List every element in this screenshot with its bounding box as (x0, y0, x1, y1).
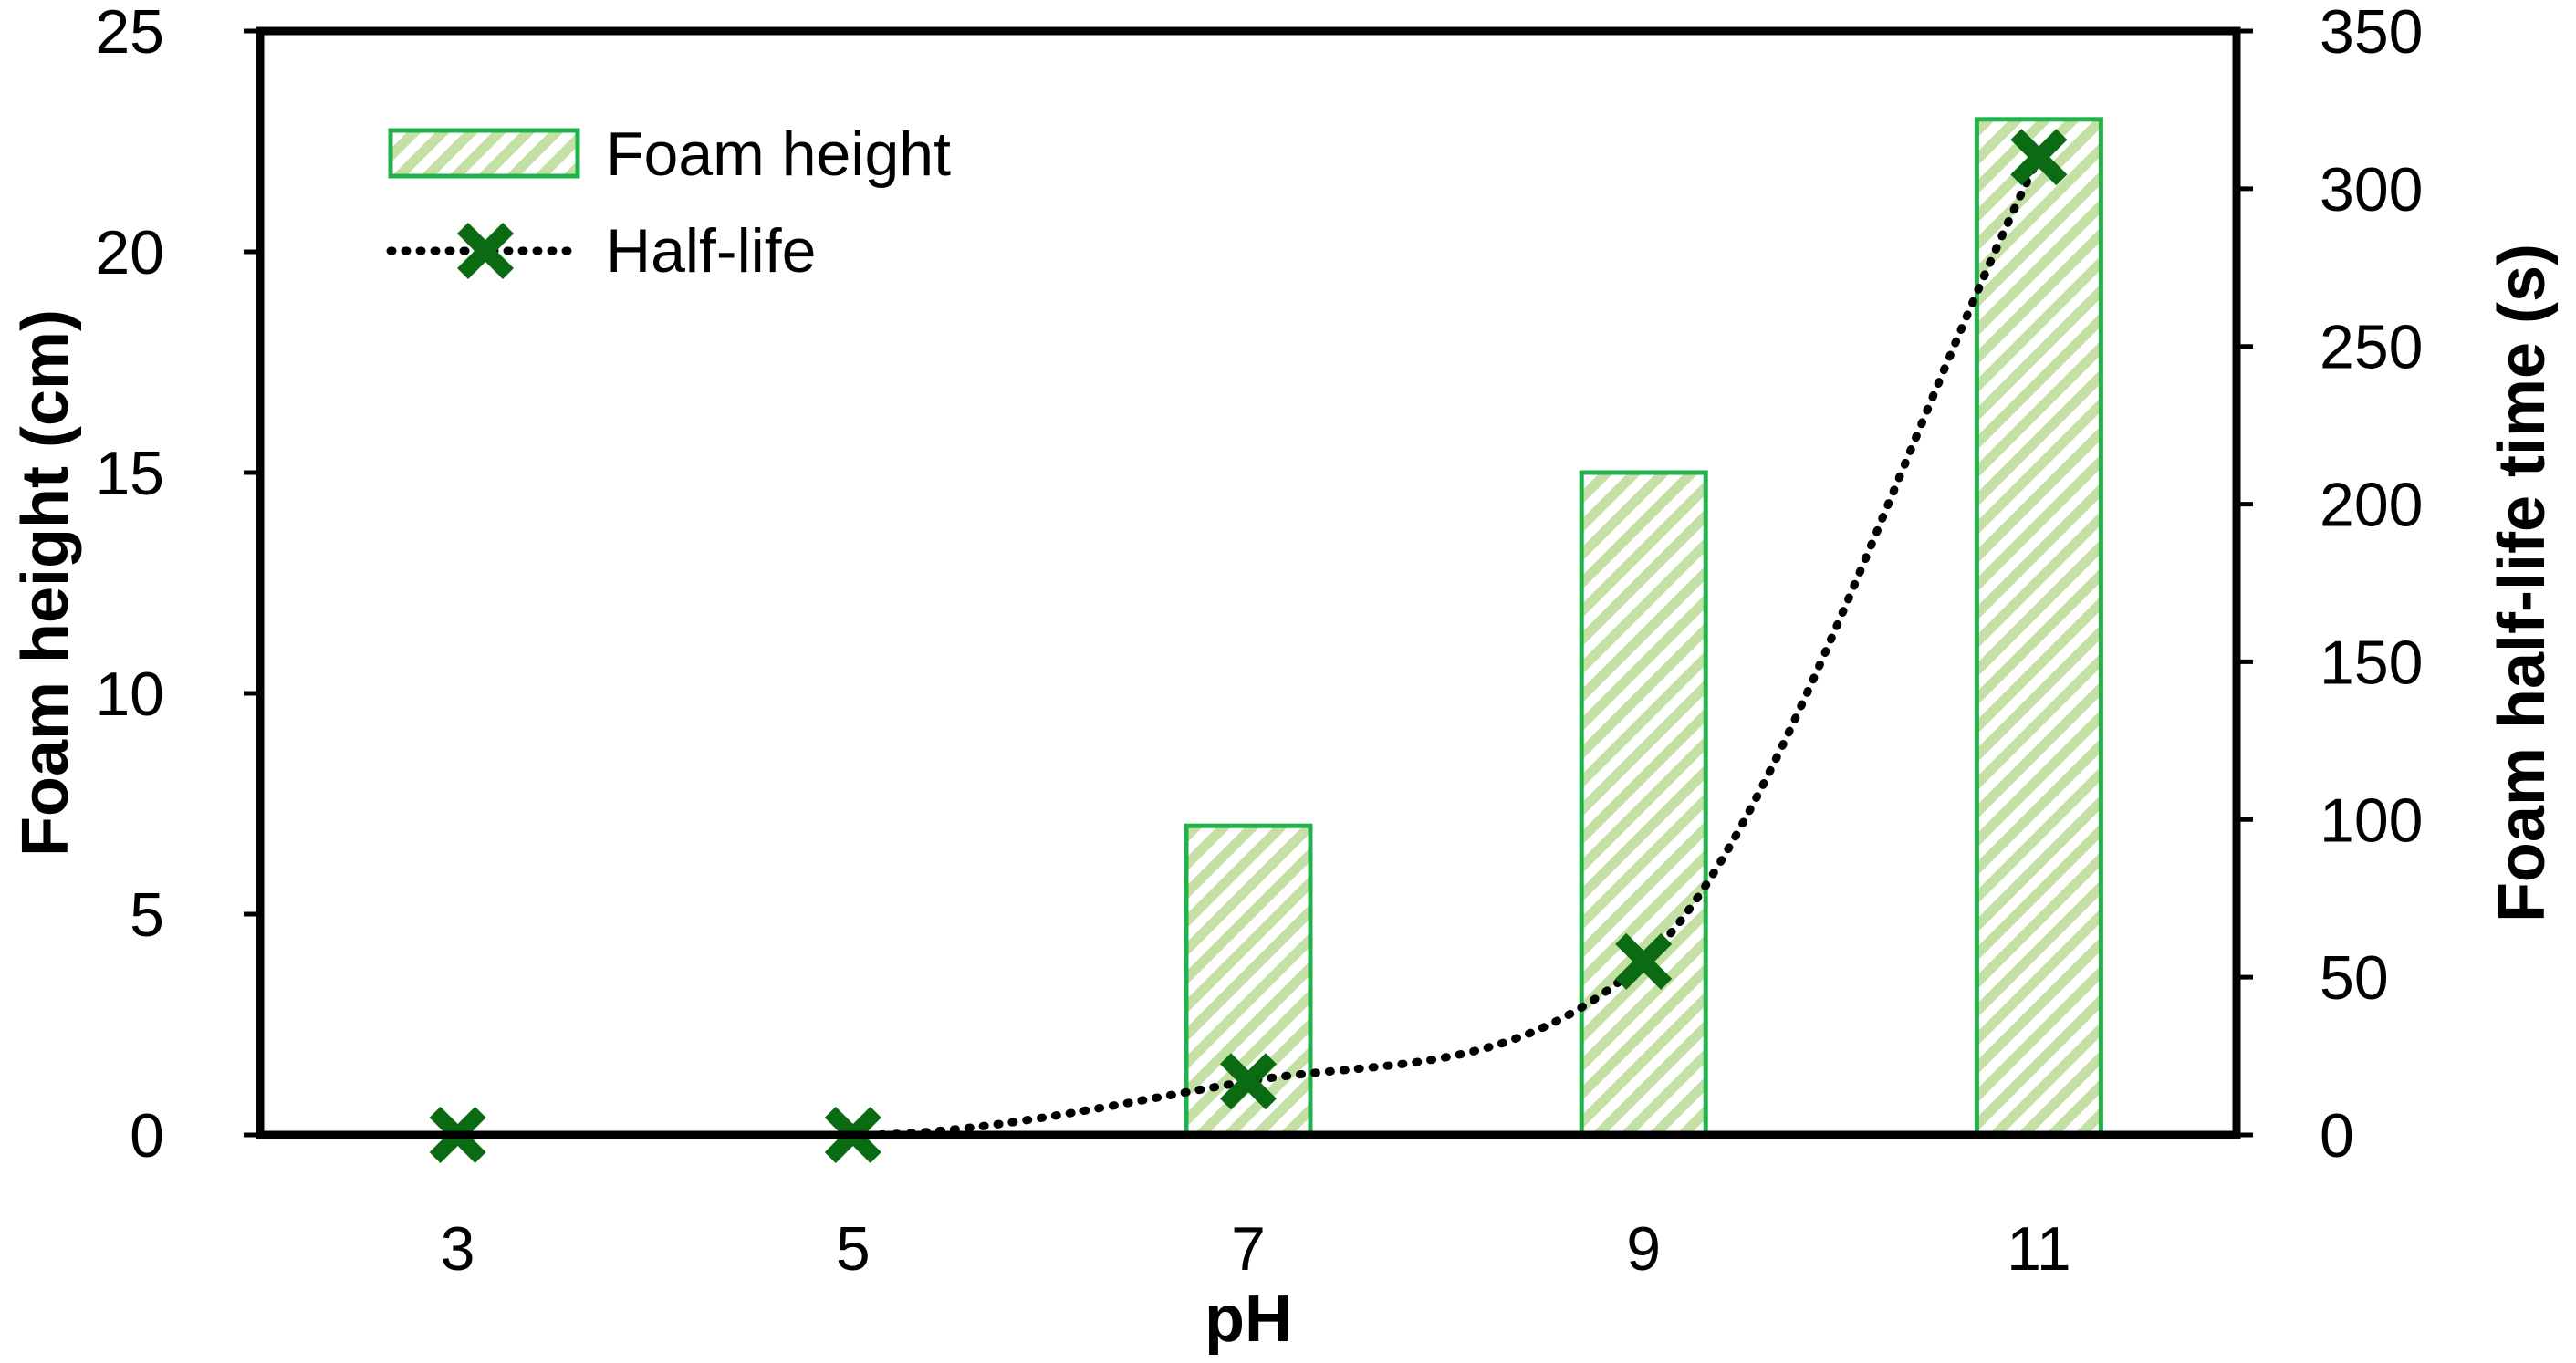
legend-x-marker-icon (456, 222, 515, 280)
y2-axis-title: Foam half-life time (s) (2486, 244, 2559, 922)
left-tick-label: 5 (130, 880, 164, 950)
bar-foam-height (1974, 117, 2103, 1138)
left-tick-label: 20 (95, 218, 164, 287)
bar-series (1184, 117, 2103, 1138)
x-axis-title: pH (1205, 1283, 1292, 1356)
legend: Foam height Half-life (386, 120, 951, 286)
y-axis-title: Foam height (cm) (9, 309, 82, 857)
right-axis: 0 50 100 150 200 250 300 350 (2237, 0, 2423, 1171)
x-axis: 3 5 7 9 11 (441, 1214, 2071, 1284)
right-tick-label: 200 (2320, 471, 2423, 540)
bar-foam-height (1579, 470, 1708, 1138)
x-tick-label: 3 (441, 1214, 475, 1284)
right-tick-label: 0 (2320, 1101, 2354, 1171)
right-tick-label: 50 (2320, 943, 2389, 1013)
left-tick-label: 25 (95, 0, 164, 67)
left-axis: 0 5 10 15 20 25 (95, 0, 260, 1171)
legend-bar-swatch (388, 128, 580, 179)
legend-label-foam-height: Foam height (606, 120, 951, 189)
legend-x-marker (456, 222, 515, 280)
right-tick-label: 250 (2320, 313, 2423, 382)
right-tick-label: 150 (2320, 628, 2423, 697)
legend-label-half-life: Half-life (606, 216, 817, 286)
left-tick-label: 0 (130, 1101, 164, 1171)
left-tick-label: 15 (95, 439, 164, 508)
x-tick-label: 5 (836, 1214, 871, 1284)
half-life-marker (1615, 932, 1673, 990)
plot-area-frame (256, 26, 2241, 1139)
x-tick-label: 11 (2007, 1214, 2071, 1284)
half-life-marker (1219, 1053, 1278, 1110)
half-life-marker (2010, 129, 2068, 186)
right-tick-label: 350 (2320, 0, 2423, 67)
x-tick-label: 7 (1231, 1214, 1266, 1284)
right-tick-label: 100 (2320, 786, 2423, 855)
x-tick-label: 9 (1626, 1214, 1661, 1284)
right-tick-label: 300 (2320, 155, 2423, 224)
left-tick-label: 10 (95, 660, 164, 729)
